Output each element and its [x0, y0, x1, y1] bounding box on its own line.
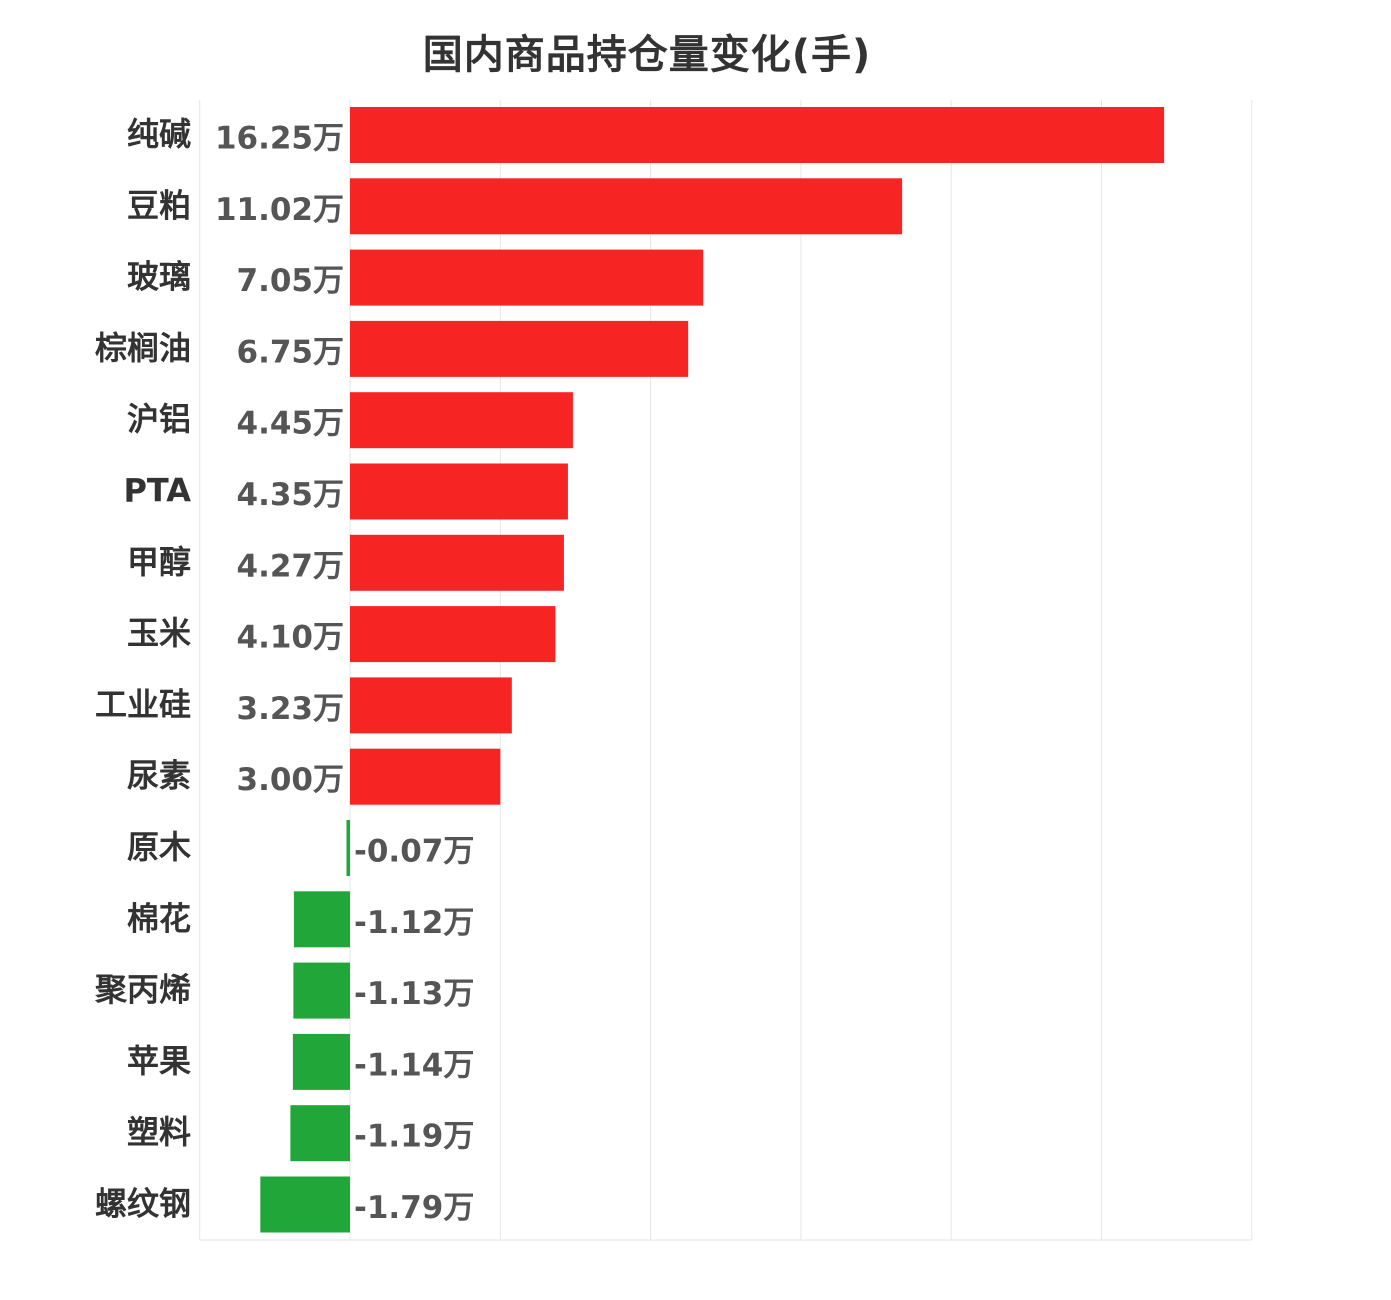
- category-label: 塑料: [127, 1113, 191, 1151]
- bar: [290, 1105, 350, 1162]
- bar: [350, 392, 573, 449]
- data-label: 16.25万: [215, 121, 344, 157]
- bar: [350, 249, 704, 306]
- data-label: 11.02万: [215, 192, 344, 228]
- data-label: -1.14万: [354, 1047, 474, 1083]
- category-label: 工业硅: [95, 685, 191, 723]
- bar: [350, 320, 689, 377]
- bar: [260, 1176, 350, 1233]
- category-label: 玻璃: [127, 258, 191, 296]
- data-label: -1.12万: [354, 905, 474, 941]
- data-label: 6.75万: [237, 334, 345, 370]
- category-label: 纯碱: [127, 115, 191, 153]
- category-label: 玉米: [127, 614, 191, 652]
- bars: [260, 107, 1165, 1233]
- bar: [350, 748, 501, 805]
- data-label: 4.27万: [237, 548, 345, 584]
- data-label: -1.13万: [354, 976, 474, 1012]
- data-label: 4.35万: [237, 477, 345, 513]
- category-label: 螺纹钢: [95, 1185, 191, 1223]
- bar: [350, 178, 903, 235]
- category-label: 聚丙烯: [94, 971, 191, 1009]
- bar: [350, 107, 1165, 163]
- category-label: 棉花: [127, 899, 191, 937]
- category-label: 甲醇: [127, 543, 191, 581]
- data-label: 3.00万: [237, 762, 345, 798]
- data-label: 7.05万: [237, 263, 345, 299]
- data-label: 4.45万: [237, 406, 345, 442]
- data-label: -1.19万: [354, 1119, 474, 1155]
- bar: [350, 463, 568, 520]
- category-label: 苹果: [127, 1042, 191, 1080]
- data-label: 3.23万: [237, 691, 345, 727]
- category-label: 豆粕: [127, 186, 191, 224]
- category-label: 沪铝: [127, 400, 191, 438]
- bar: [293, 962, 350, 1019]
- data-label: 4.10万: [237, 620, 345, 656]
- bar: [293, 891, 350, 948]
- category-label: 尿素: [127, 757, 191, 795]
- bar: [292, 1033, 350, 1090]
- bar: [350, 534, 564, 591]
- category-label: 棕榈油: [95, 329, 191, 367]
- chart-title: 国内商品持仓量变化(手): [422, 32, 872, 78]
- category-label: PTA: [123, 472, 191, 510]
- bar: [350, 606, 556, 663]
- data-label: -0.07万: [354, 834, 474, 870]
- data-label: -1.79万: [354, 1190, 474, 1226]
- bar: [350, 677, 512, 734]
- category-label: 原木: [127, 828, 191, 866]
- bar: [346, 820, 350, 876]
